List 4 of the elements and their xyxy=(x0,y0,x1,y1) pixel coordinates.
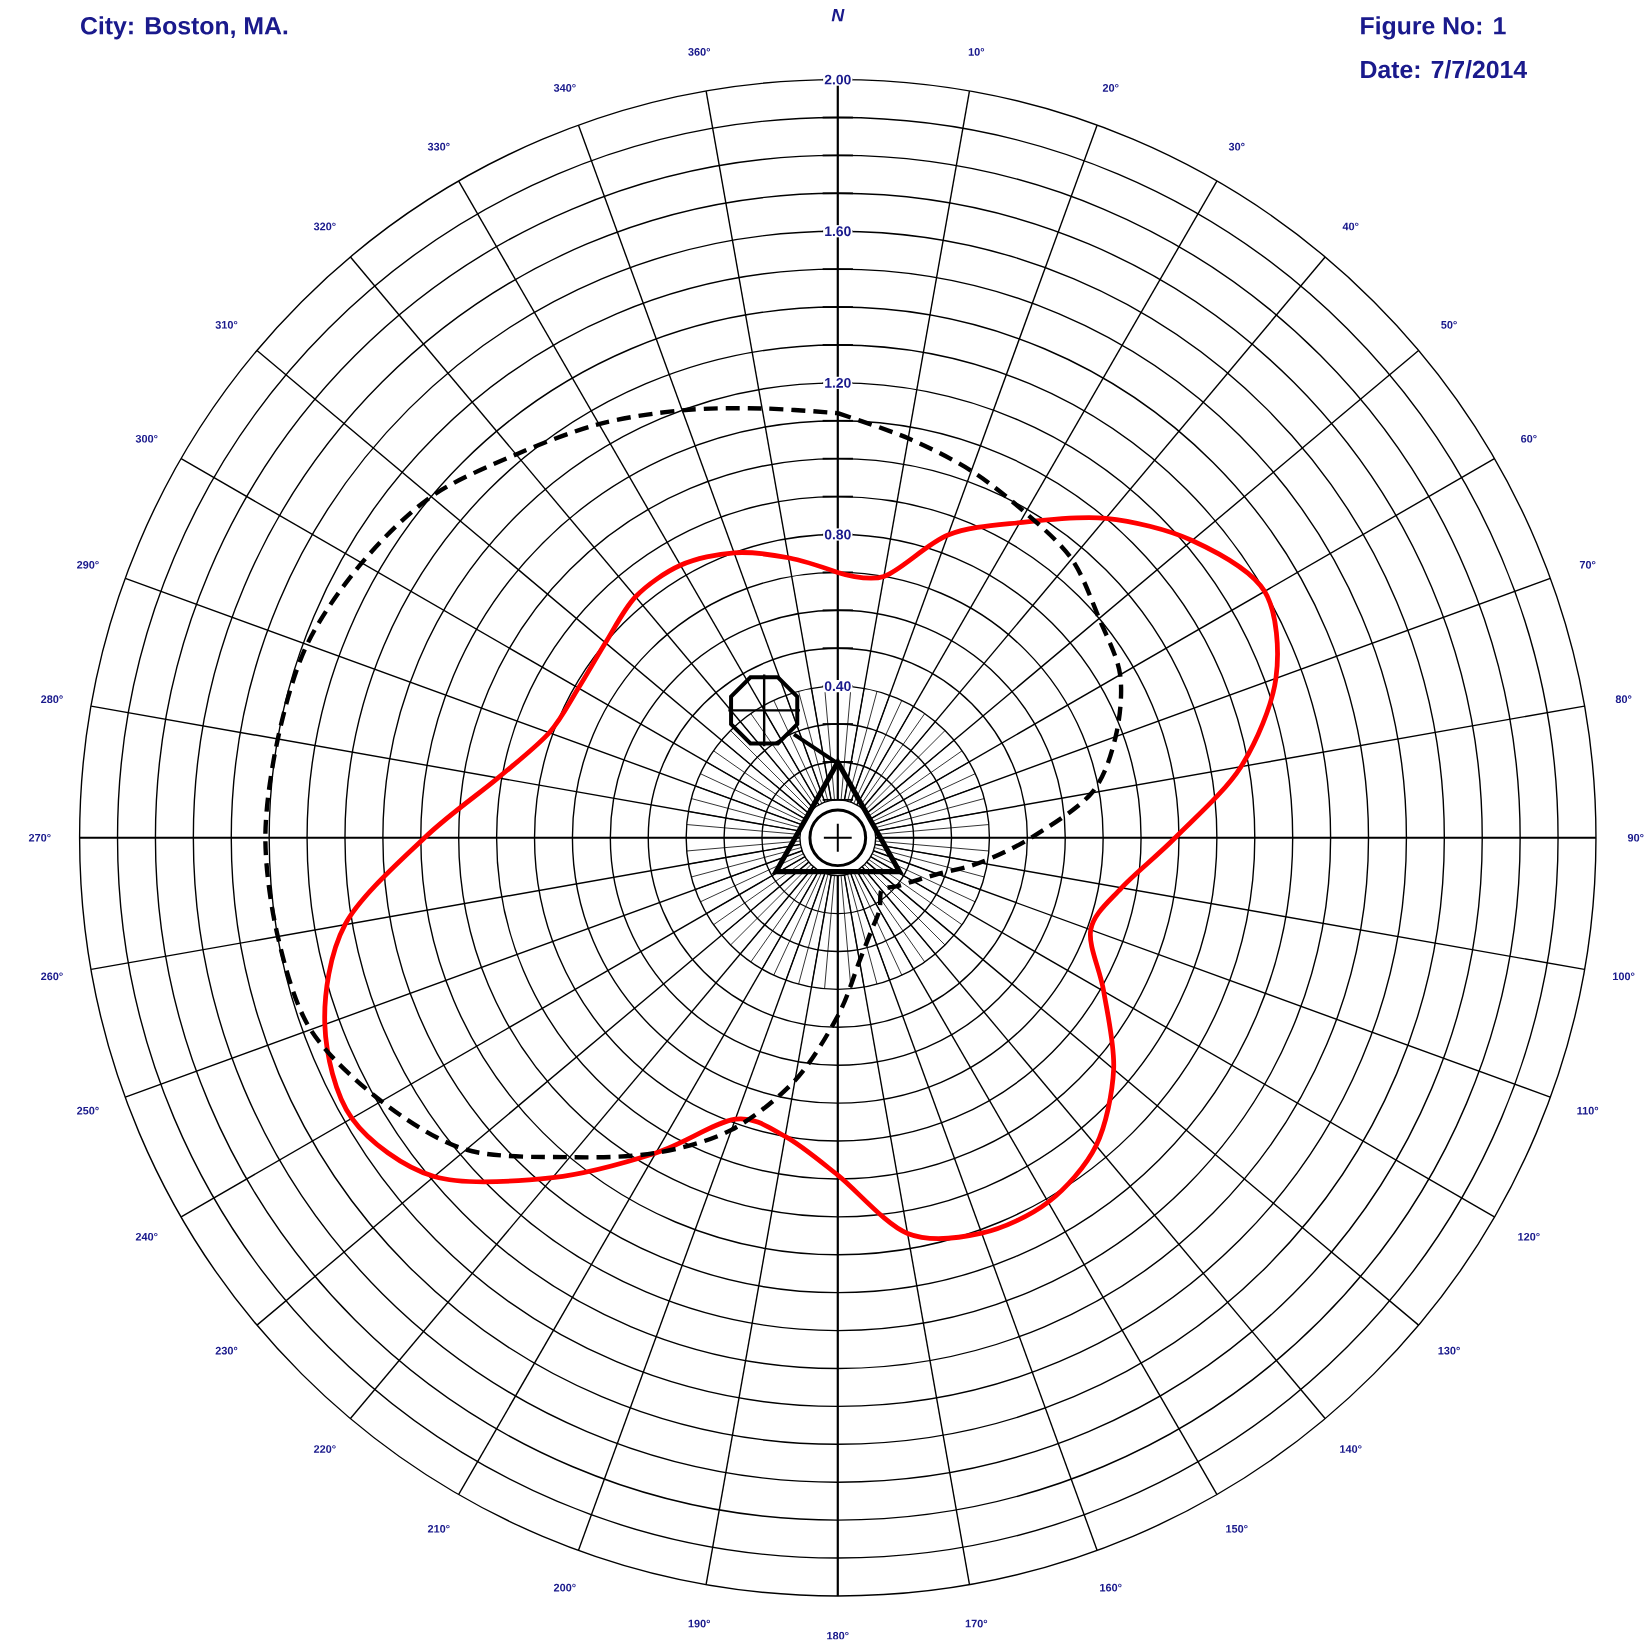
chart-title: City: Boston, MA. xyxy=(81,16,288,40)
text: Figure No: 1 xyxy=(1361,16,1506,40)
text: Date: 7/7/2014 xyxy=(1361,60,1527,79)
spoke-label: N xyxy=(831,9,845,22)
